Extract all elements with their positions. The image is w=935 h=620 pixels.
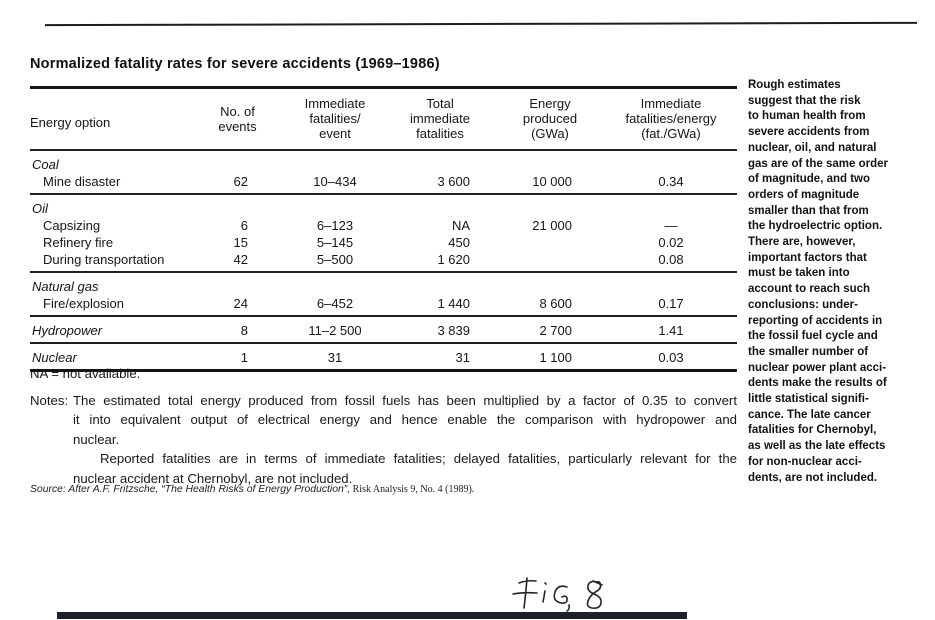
notes-label: Notes:	[30, 392, 69, 408]
group-label: Coal	[32, 157, 59, 172]
notes-block: NA = not available. Notes: The estimated …	[30, 364, 737, 488]
margin-summary-text: Rough estimates suggest that the risk to…	[748, 79, 888, 484]
table-rule-under-header	[30, 149, 737, 151]
cell-events: 24	[233, 296, 248, 311]
cell-fatalities-per-event: 6–452	[316, 296, 354, 311]
row-label: Hydropower	[32, 323, 103, 338]
table-rule	[30, 271, 737, 273]
table-row-fire-explosion: Fire/explosion 24 6–452 1 440 8 600 0.17	[30, 295, 737, 315]
notes-line: nuclear.	[73, 431, 120, 447]
source-prefix: Source: After A.F. Fritzsche, “The Healt…	[30, 484, 351, 495]
group-label: Oil	[32, 201, 48, 216]
notes-line-text: The estimated total energy produced from…	[73, 392, 737, 408]
na-definition: NA = not available.	[30, 366, 141, 381]
table-rule	[30, 315, 737, 317]
cell-energy: 1 100	[539, 350, 572, 365]
table-row-hydropower: Hydropower 8 11–2 500 3 839 2 700 1.41	[30, 317, 737, 342]
cell-total-fatalities: NA	[451, 218, 470, 233]
cell-rate: 1.41	[658, 323, 684, 338]
notes-line: Reported fatalities are in terms of imme…	[100, 451, 737, 466]
cell-energy: 8 600	[539, 296, 572, 311]
cell-rate: 0.34	[658, 174, 684, 189]
cell-total-fatalities: 1 440	[437, 296, 470, 311]
cell-total-fatalities: 450	[448, 235, 470, 250]
cell-energy	[495, 251, 605, 268]
cell-energy: 21 000	[532, 218, 572, 233]
notes-paragraph: Notes: The estimated total energy produce…	[30, 391, 737, 489]
page-title: Normalized fatality rates for severe acc…	[30, 56, 440, 72]
handwritten-fig8-annotation	[512, 577, 603, 612]
table-header-row: Energy option No. of events Immediate fa…	[30, 89, 737, 149]
cell-rate: 0.08	[658, 252, 684, 267]
cell-energy: 2 700	[539, 323, 572, 338]
cell-fatalities-per-event: 5–500	[316, 252, 354, 267]
col-header-energy-produced: Energy produced (GWa)	[522, 96, 578, 141]
cell-rate: 0.02	[658, 235, 684, 250]
fatality-rates-table: Energy option No. of events Immediate fa…	[30, 86, 737, 372]
cell-events: 62	[233, 174, 248, 189]
cell-rate: —	[664, 218, 678, 233]
notes-line: Notes: The estimated total energy produce…	[30, 391, 737, 411]
table-row-mine-disaster: Mine disaster 62 10–434 3 600 10 000 0.3…	[30, 173, 737, 193]
table-group-row-coal: Coal	[30, 151, 737, 173]
notes-line: it into equivalent output of electrical …	[73, 412, 737, 427]
cell-events: 1	[240, 350, 248, 365]
table-group-row-natural-gas: Natural gas	[30, 273, 737, 295]
cell-total-fatalities: 31	[455, 350, 470, 365]
col-header-immediate-fatalities-per-energy: Immediate fatalities/energy (fat./GWa)	[625, 96, 717, 141]
cell-total-fatalities: 3 839	[437, 323, 470, 338]
notes-line: nuclear accident at Chernobyl, are not i…	[73, 470, 353, 486]
table-row-nuclear: Nuclear 1 31 31 1 100 0.03	[30, 344, 737, 369]
cell-events: 42	[233, 252, 248, 267]
cell-events: 6	[240, 218, 248, 233]
cell-fatalities-per-event: 6–123	[316, 218, 354, 233]
cell-rate: 0.17	[658, 296, 684, 311]
cell-rate: 0.03	[658, 350, 684, 365]
cell-total-fatalities: 1 620	[437, 252, 470, 267]
col-header-energy-option: Energy option	[30, 115, 111, 130]
cell-total-fatalities: 3 600	[437, 174, 470, 189]
scan-artifact-bottom-bar	[57, 612, 687, 619]
source-citation: Source: After A.F. Fritzsche, “The Healt…	[30, 484, 474, 495]
cell-events: 8	[240, 323, 248, 338]
row-label: During transportation	[43, 252, 165, 267]
table-rule-bottom	[30, 369, 737, 372]
cell-fatalities-per-event: 5–145	[316, 235, 354, 250]
col-header-no-of-events: No. of events	[218, 103, 257, 134]
table-rule-top	[30, 86, 737, 89]
col-header-immediate-fatalities-per-event: Immediate fatalities/ event	[304, 96, 366, 141]
cell-energy: 10 000	[532, 174, 572, 189]
table-rule	[30, 342, 737, 344]
cell-energy	[495, 234, 605, 251]
table-group-row-oil: Oil	[30, 195, 737, 217]
table-row-during-transportation: During transportation 42 5–500 1 620 0.0…	[30, 251, 737, 271]
table-row-capsizing: Capsizing 6 6–123 NA 21 000 —	[30, 217, 737, 234]
row-label: Mine disaster	[43, 174, 121, 189]
cell-fatalities-per-event: 10–434	[313, 174, 357, 189]
group-label: Natural gas	[32, 279, 99, 294]
row-label: Capsizing	[43, 218, 101, 233]
source-journal: Risk Analysis 9, No. 4 (1989).	[350, 484, 475, 495]
cell-fatalities-per-event: 11–2 500	[308, 323, 362, 338]
col-header-total-immediate-fatalities: Total immediate fatalities	[410, 96, 470, 141]
row-label: Fire/explosion	[43, 296, 124, 311]
row-label: Refinery fire	[43, 235, 114, 250]
cell-fatalities-per-event: 31	[327, 350, 343, 365]
scan-artifact-top-line	[44, 21, 918, 27]
row-label: Nuclear	[32, 350, 77, 365]
cell-events: 15	[233, 235, 248, 250]
table-rule	[30, 193, 737, 195]
table-row-refinery-fire: Refinery fire 15 5–145 450 0.02	[30, 234, 737, 251]
